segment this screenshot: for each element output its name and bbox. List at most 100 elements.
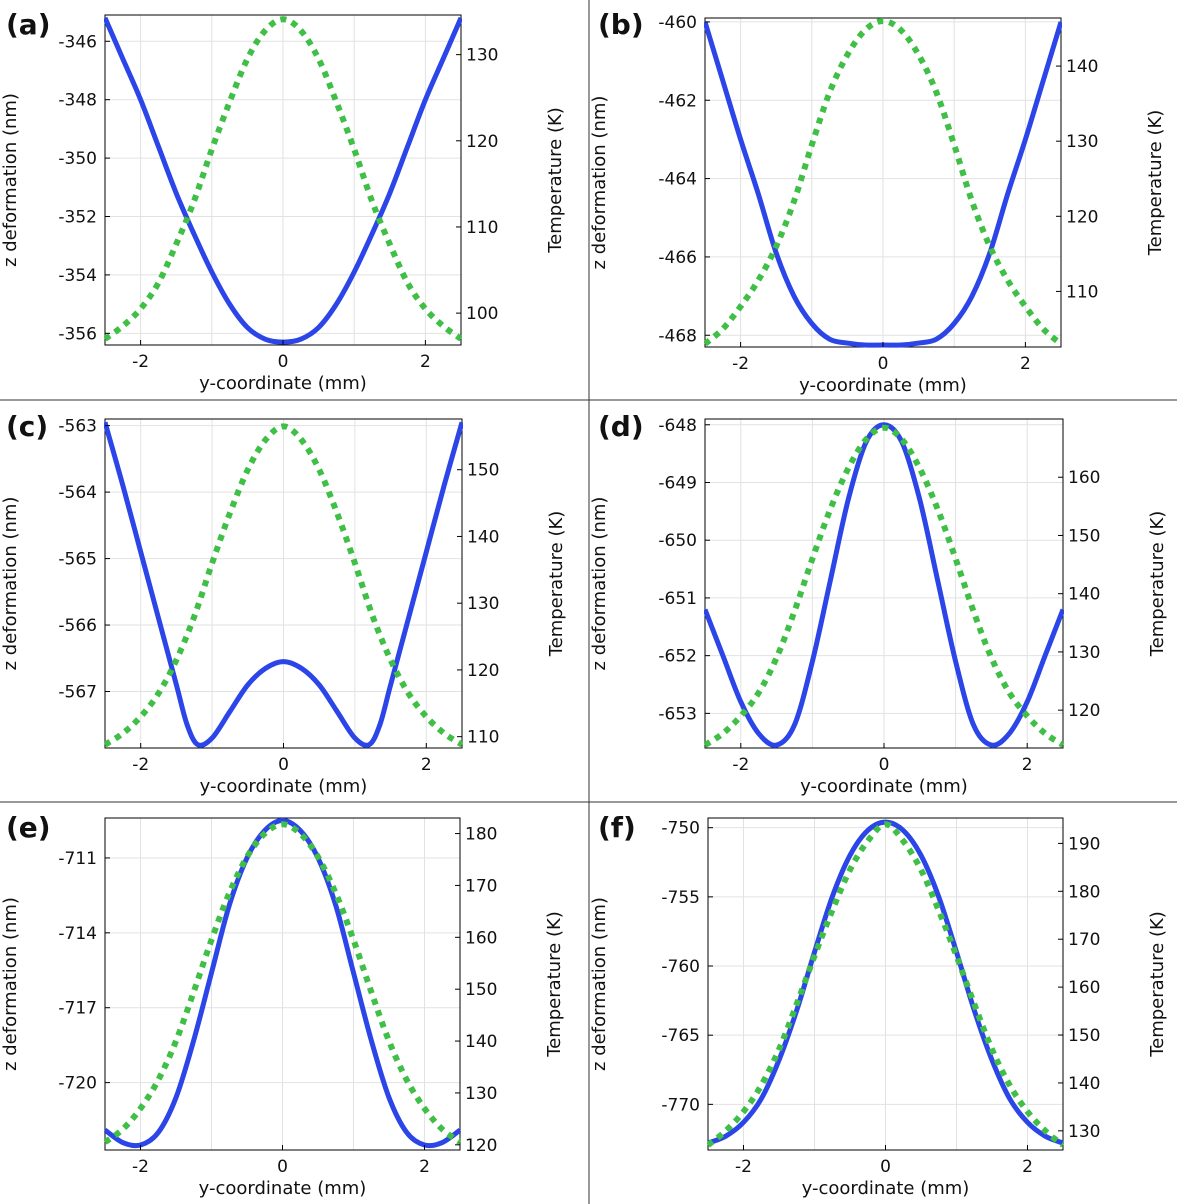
panel-label: (f) [598,811,636,844]
x-tick-label: 2 [1022,1157,1033,1177]
y-tick-label: -717 [58,999,97,1019]
x-axis-label: y-coordinate (mm) [199,1178,367,1199]
x-tick-label: 2 [419,1157,430,1177]
y-tick-label: -352 [58,208,97,228]
y2-tick-label: 120 [467,661,499,681]
y-tick-label: -650 [658,531,697,551]
y2-tick-label: 180 [465,825,497,845]
y-tick-label: -720 [58,1074,97,1094]
x-axis-label: y-coordinate (mm) [200,776,368,797]
x-axis-label: y-coordinate (mm) [802,1178,970,1199]
y2-tick-label: 160 [465,928,497,948]
chart-panel: -2 0 2 -653 -652 -651 -650 -649 -648 120 130 140 150… [589,410,1168,797]
y2-tick-label: 130 [466,46,498,66]
x-axis-label: y-coordinate (mm) [199,373,367,394]
y2-tick-label: 120 [466,132,498,152]
panel-label: (d) [598,410,644,443]
y2-tick-label: 110 [466,218,498,238]
y-tick-label: -354 [58,266,97,286]
x-tick-label: -2 [732,354,749,374]
y2-tick-label: 110 [1066,282,1098,302]
y2-tick-label: 160 [1068,468,1100,488]
y2-tick-label: 170 [465,876,497,896]
panel-label: (e) [6,811,51,844]
y-tick-label: -566 [58,616,97,636]
deformation-series-line [104,817,461,1149]
y-axis-label: z deformation (nm) [0,897,21,1071]
x-tick-label: 2 [1022,755,1033,775]
x-tick-label: 2 [420,352,431,372]
x-tick-label: -2 [132,352,149,372]
y-axis-label: z deformation (nm) [0,93,21,267]
y-tick-label: -567 [58,683,97,703]
y2-axis-label: Temperature (K) [1145,110,1166,257]
y-tick-label: -460 [658,13,697,33]
y2-tick-label: 140 [465,1032,497,1052]
x-axis-label: y-coordinate (mm) [799,375,967,396]
y-tick-label: -648 [658,416,697,436]
y-tick-label: -466 [658,248,697,268]
x-tick-label: -2 [132,755,149,775]
y-tick-label: -750 [661,819,700,839]
y-tick-label: -462 [658,91,697,111]
y2-tick-label: 150 [465,980,497,1000]
y2-tick-label: 170 [1068,930,1100,950]
x-tick-label: 0 [879,755,890,775]
y-tick-label: -760 [661,957,700,977]
y2-tick-label: 180 [1068,882,1100,902]
y2-tick-label: 110 [467,728,499,748]
y2-tick-label: 150 [467,461,499,481]
y2-tick-label: 120 [1068,701,1100,721]
y-tick-label: -651 [658,589,697,609]
y2-tick-label: 130 [1068,643,1100,663]
temperature-series-line [704,424,1064,748]
y2-tick-label: 130 [1066,132,1098,152]
panel-label: (a) [6,8,51,41]
y2-tick-label: 120 [465,1136,497,1156]
y2-tick-label: 150 [1068,1026,1100,1046]
deformation-series-line [104,421,463,748]
y-axis-label: z deformation (nm) [0,497,21,671]
y-tick-label: -350 [58,149,97,169]
y2-tick-label: 140 [1068,1074,1100,1094]
y-axis-label: z deformation (nm) [589,96,610,270]
y2-axis-label: Temperature (K) [546,511,567,658]
y2-tick-label: 150 [1068,526,1100,546]
temperature-series-line [104,423,463,748]
y-tick-label: -348 [58,91,97,111]
y-tick-label: -565 [58,550,97,570]
y2-tick-label: 130 [1068,1122,1100,1142]
y-tick-label: -755 [661,888,700,908]
y-axis-label: z deformation (nm) [589,897,610,1071]
y2-tick-label: 100 [466,304,498,324]
x-tick-label: 0 [278,352,289,372]
panel-label: (c) [6,410,48,443]
y-tick-label: -563 [58,417,97,437]
chart-panel: -2 0 2 -567 -566 -565 -564 -563 110 120 130 140 150 y… [0,410,567,797]
y2-axis-label: Temperature (K) [1147,911,1168,1058]
chart-panel: -2 0 2 -356 -354 -352 -350 -348 -346 100 110 120 130… [0,8,566,394]
x-axis-label: y-coordinate (mm) [800,776,968,797]
y-tick-label: -711 [58,849,97,869]
y-tick-label: -468 [658,326,697,346]
y-tick-label: -714 [58,924,97,944]
chart-panel: -2 0 2 -720 -717 -714 -711 120 130 140 150 160 170 18… [0,811,565,1199]
panel-label: (b) [598,8,644,41]
y2-tick-label: 140 [467,527,499,547]
y2-axis-label: Temperature (K) [544,911,565,1058]
y2-tick-label: 130 [465,1084,497,1104]
y-tick-label: -346 [58,32,97,52]
y2-tick-label: 120 [1066,207,1098,227]
temperature-series-line [104,821,461,1145]
x-tick-label: -2 [735,1157,752,1177]
x-tick-label: 2 [421,755,432,775]
y2-tick-label: 160 [1068,978,1100,998]
y-tick-label: -653 [658,704,697,724]
y-tick-label: -649 [658,473,697,493]
y-axis-label: z deformation (nm) [589,497,610,671]
y2-tick-label: 140 [1066,57,1098,77]
x-tick-label: 0 [277,1157,288,1177]
chart-panel: -2 0 2 -770 -765 -760 -755 -750 130 140 150 160 170 1… [589,811,1168,1199]
y-tick-label: -652 [658,647,697,667]
